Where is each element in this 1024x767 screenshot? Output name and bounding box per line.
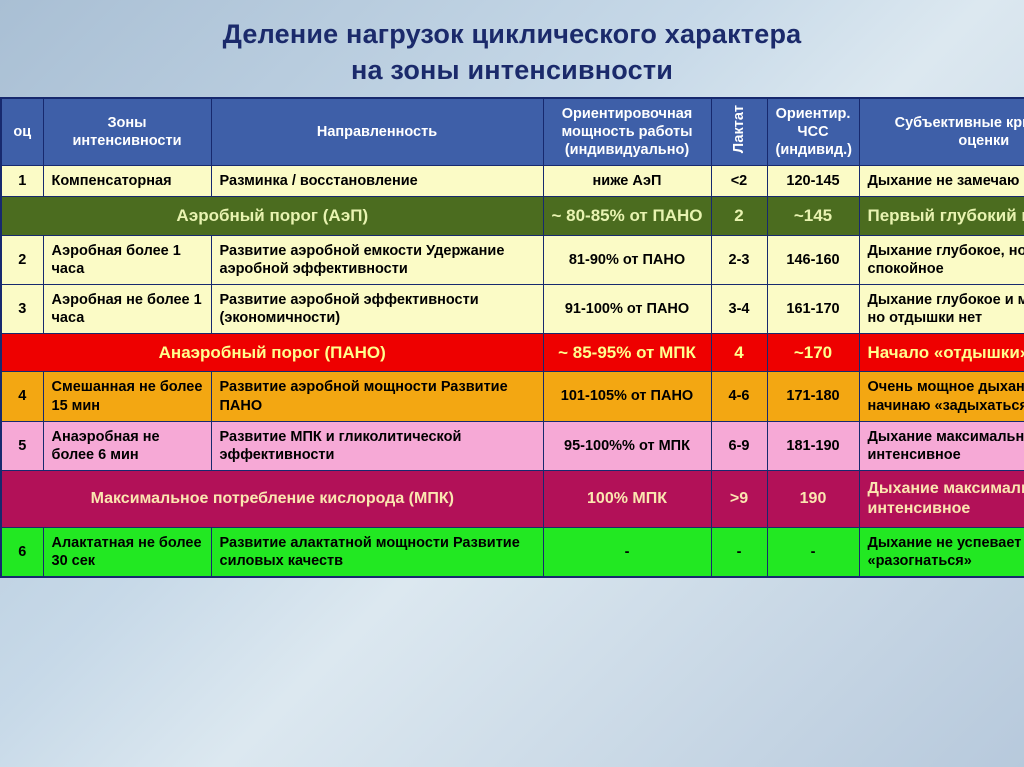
row-hr: 161-170 bbox=[767, 284, 859, 333]
band-power: ~ 80-85% от ПАНО bbox=[543, 197, 711, 235]
row-lactate: <2 bbox=[711, 166, 767, 197]
band-subjective: Первый глубокий вдох bbox=[859, 197, 1024, 235]
header-direction: Направленность bbox=[211, 98, 543, 166]
row-subjective: Очень мощное дыхание, начинаю «задыхатьс… bbox=[859, 372, 1024, 421]
row-oc: 5 bbox=[1, 421, 43, 470]
band-row-4: Анаэробный порог (ПАНО) ~ 85-95% от МПК 4 ~… bbox=[1, 334, 1024, 372]
row-direction: Развитие МПК и гликолитической эффективн… bbox=[211, 421, 543, 470]
row-power: 81-90% от ПАНО bbox=[543, 235, 711, 284]
row-power: 101-105% от ПАНО bbox=[543, 372, 711, 421]
row-oc: 3 bbox=[1, 284, 43, 333]
row-zone: Анаэробная не более 6 мин bbox=[43, 421, 211, 470]
header-subjective: Субъективные критерии оценки bbox=[859, 98, 1024, 166]
row-lactate: - bbox=[711, 527, 767, 577]
band-label: Максимальное потребление кислорода (МПК) bbox=[1, 470, 543, 527]
row-oc: 6 bbox=[1, 527, 43, 577]
table-header-row: оц Зоны интенсивности Направленность Ори… bbox=[1, 98, 1024, 166]
row-zone: Алактатная не более 30 сек bbox=[43, 527, 211, 577]
band-power: 100% МПК bbox=[543, 470, 711, 527]
row-lactate: 6-9 bbox=[711, 421, 767, 470]
band-power: ~ 85-95% от МПК bbox=[543, 334, 711, 372]
row-zone: Компенсаторная bbox=[43, 166, 211, 197]
band-subjective: Дыхание максимально интенсивное bbox=[859, 470, 1024, 527]
slide-page: Деление нагрузок циклического характера … bbox=[0, 0, 1024, 767]
row-direction: Разминка / восстановление bbox=[211, 166, 543, 197]
band-hr: 190 bbox=[767, 470, 859, 527]
header-lactate: Лактат bbox=[711, 98, 767, 166]
row-power: 95-100%% от МПК bbox=[543, 421, 711, 470]
data-row-6: 6 Алактатная не более 30 сек Развитие алак… bbox=[1, 527, 1024, 577]
row-zone: Аэробная более 1 часа bbox=[43, 235, 211, 284]
band-label: Аэробный порог (АэП) bbox=[1, 197, 543, 235]
row-zone: Смешанная не более 15 мин bbox=[43, 372, 211, 421]
row-hr: 146-160 bbox=[767, 235, 859, 284]
table-body: 1 Компенсаторная Разминка / восстановление… bbox=[1, 166, 1024, 577]
band-row-1: Аэробный порог (АэП) ~ 80-85% от ПАНО 2 ~14… bbox=[1, 197, 1024, 235]
band-hr: ~145 bbox=[767, 197, 859, 235]
band-hr: ~170 bbox=[767, 334, 859, 372]
header-oc: оц bbox=[1, 98, 43, 166]
data-row-2: 2 Аэробная более 1 часа Развитие аэробной … bbox=[1, 235, 1024, 284]
row-direction: Развитие алактатной мощности Развитие си… bbox=[211, 527, 543, 577]
row-subjective: Дыхание максимально интенсивное bbox=[859, 421, 1024, 470]
header-hr: Ориентир. ЧСС (индивид.) bbox=[767, 98, 859, 166]
row-direction: Развитие аэробной эффективности (экономи… bbox=[211, 284, 543, 333]
row-subjective: Дыхание глубокое, но очень спокойное bbox=[859, 235, 1024, 284]
row-subjective: Дыхание не замечаю bbox=[859, 166, 1024, 197]
band-lactate: 4 bbox=[711, 334, 767, 372]
row-hr: 171-180 bbox=[767, 372, 859, 421]
band-lactate: 2 bbox=[711, 197, 767, 235]
row-lactate: 2-3 bbox=[711, 235, 767, 284]
row-lactate: 3-4 bbox=[711, 284, 767, 333]
row-oc: 2 bbox=[1, 235, 43, 284]
band-subjective: Начало «отдышки» bbox=[859, 334, 1024, 372]
header-power: Ориентировочная мощность работы (индивид… bbox=[543, 98, 711, 166]
row-hr: 120-145 bbox=[767, 166, 859, 197]
row-oc: 4 bbox=[1, 372, 43, 421]
slide-title: Деление нагрузок циклического характера … bbox=[0, 0, 1024, 89]
band-lactate: >9 bbox=[711, 470, 767, 527]
intensity-zones-table: оц Зоны интенсивности Направленность Ори… bbox=[0, 97, 1024, 578]
row-direction: Развитие аэробной емкости Удержание аэро… bbox=[211, 235, 543, 284]
row-power: - bbox=[543, 527, 711, 577]
row-power: ниже АэП bbox=[543, 166, 711, 197]
row-subjective: Дыхание глубокое и мощное, но отдышки не… bbox=[859, 284, 1024, 333]
band-row-7: Максимальное потребление кислорода (МПК)… bbox=[1, 470, 1024, 527]
data-row-3: 3 Аэробная не более 1 часа Развитие аэробн… bbox=[1, 284, 1024, 333]
row-hr: 181-190 bbox=[767, 421, 859, 470]
row-oc: 1 bbox=[1, 166, 43, 197]
data-row-1: 1 Компенсаторная Разминка / восстановление… bbox=[1, 166, 1024, 197]
data-row-5: 5 Анаэробная не более 6 мин Развитие МПК и… bbox=[1, 421, 1024, 470]
row-zone: Аэробная не более 1 часа bbox=[43, 284, 211, 333]
row-power: 91-100% от ПАНО bbox=[543, 284, 711, 333]
data-row-4: 4 Смешанная не более 15 мин Развитие аэроб… bbox=[1, 372, 1024, 421]
band-label: Анаэробный порог (ПАНО) bbox=[1, 334, 543, 372]
row-lactate: 4-6 bbox=[711, 372, 767, 421]
row-hr: - bbox=[767, 527, 859, 577]
row-direction: Развитие аэробной мощности Развитие ПАНО bbox=[211, 372, 543, 421]
header-zones: Зоны интенсивности bbox=[43, 98, 211, 166]
row-subjective: Дыхание не успевает «разогнаться» bbox=[859, 527, 1024, 577]
